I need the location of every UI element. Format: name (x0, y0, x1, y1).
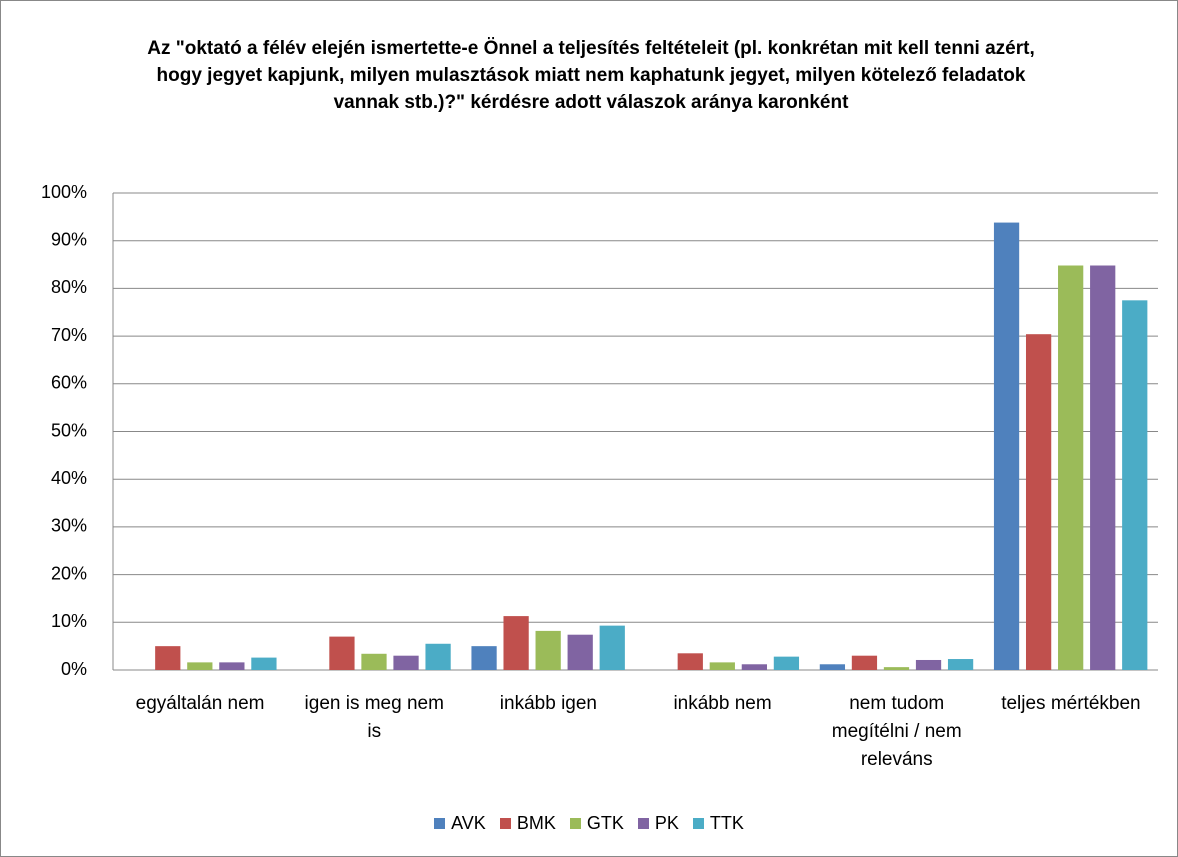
bar (915, 659, 942, 670)
legend-label: PK (654, 813, 679, 833)
x-tick-label: egyáltalán nem (135, 693, 265, 714)
bar (567, 634, 593, 670)
bar (883, 667, 910, 670)
y-tick-label: 80% (51, 277, 87, 297)
bar (155, 646, 181, 670)
y-tick-label: 70% (51, 325, 87, 345)
y-tick-label: 100% (41, 182, 87, 202)
x-tick-label: igen is meg nem is (304, 693, 444, 742)
legend-swatch (692, 818, 704, 829)
legend-label: BMK (516, 813, 556, 833)
y-tick-label: 50% (51, 420, 87, 440)
legend-item: PK (637, 813, 679, 834)
bar (471, 646, 497, 670)
legend-item: BMK (499, 813, 556, 834)
bar (1090, 265, 1116, 670)
legend-label: GTK (586, 813, 624, 833)
legend-label: TTK (709, 813, 744, 833)
bar (1058, 265, 1084, 670)
legend-item: TTK (692, 813, 744, 834)
bar (535, 630, 561, 670)
bar (503, 616, 529, 670)
x-tick-label: nem tudom megítélni / nem releváns (831, 693, 962, 770)
legend-item: GTK (569, 813, 624, 834)
chart-title: Az "oktató a félév elején ismertette-e Ö… (147, 38, 1035, 113)
bar (819, 664, 846, 670)
legend: AVK BMK GTK PK TTK (1, 813, 1177, 834)
bar (251, 657, 277, 670)
legend-swatch (637, 818, 649, 829)
bar (425, 643, 451, 670)
y-tick-label: 0% (61, 659, 87, 679)
y-tick-label: 20% (51, 563, 87, 583)
x-tick-label: inkább nem (673, 693, 772, 714)
y-tick-label: 60% (51, 373, 87, 393)
bar (187, 662, 213, 670)
y-tick-label: 40% (51, 468, 87, 488)
bar (947, 659, 974, 670)
legend-swatch (499, 818, 511, 829)
legend-swatch (434, 818, 446, 829)
legend-item: AVK (434, 813, 486, 834)
y-tick-label: 90% (51, 229, 87, 249)
bar (329, 636, 355, 670)
bar (393, 655, 419, 670)
legend-swatch (569, 818, 581, 829)
bar (219, 662, 245, 670)
y-tick-label: 10% (51, 611, 87, 631)
bar (773, 656, 800, 670)
x-tick-label: teljes mértékben (1001, 693, 1141, 714)
bar (1122, 300, 1148, 670)
bar (851, 655, 878, 670)
legend-label: AVK (451, 813, 486, 833)
bar (677, 653, 703, 670)
bar (709, 662, 735, 670)
bar (993, 222, 1020, 670)
bar (599, 625, 625, 670)
bar (741, 664, 767, 670)
bar (361, 653, 387, 670)
bar (1025, 334, 1052, 670)
x-tick-label: inkább igen (499, 693, 597, 714)
y-tick-label: 30% (51, 516, 87, 536)
